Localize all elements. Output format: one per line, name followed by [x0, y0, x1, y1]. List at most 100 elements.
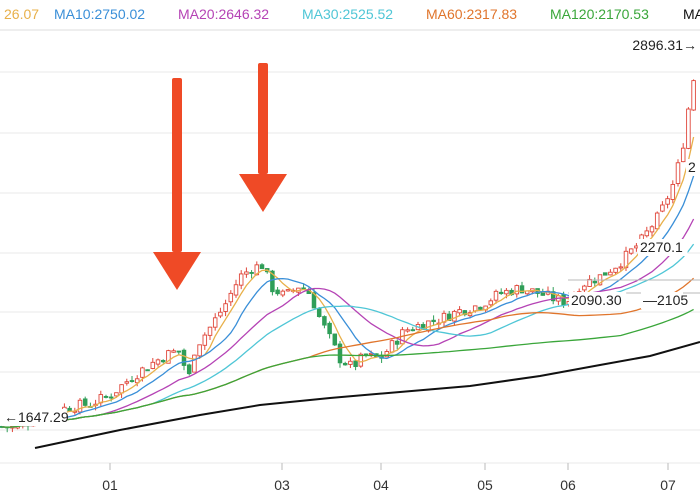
candle-body	[327, 322, 332, 335]
x-tick-label: 06	[560, 477, 576, 493]
price-label-partial-bg	[686, 159, 698, 176]
candle-body	[691, 80, 696, 111]
candle-body	[587, 278, 592, 287]
candle-body	[618, 266, 624, 269]
candle-body	[353, 360, 358, 368]
arrow-head	[153, 252, 201, 290]
ma120-line	[1, 308, 694, 428]
candle-body	[348, 360, 353, 365]
candle-body	[665, 198, 670, 205]
candle-body	[103, 396, 109, 398]
candle-body	[155, 359, 161, 365]
price-label-2105-bg	[641, 292, 683, 309]
long-term-ma-line	[34, 341, 700, 449]
candle-body	[686, 108, 691, 149]
candle-body	[675, 162, 681, 184]
price-label-2090: 2090.30	[571, 292, 622, 308]
candle-body	[119, 384, 124, 394]
price-label-partial: 2	[688, 159, 696, 175]
candle-body	[337, 343, 343, 364]
candle-body	[223, 303, 228, 312]
candle-body	[478, 306, 483, 310]
candle-body	[129, 380, 135, 383]
candle-body	[301, 287, 306, 290]
min-price-label: ←1647.29	[4, 409, 69, 425]
candle-body	[389, 340, 395, 353]
legend-ma10: MA10:2750.02	[54, 6, 146, 22]
candles	[0, 79, 696, 433]
legend-ma30: MA30:2525.52	[302, 6, 394, 22]
candle-body	[613, 267, 618, 273]
candle-body	[410, 329, 416, 332]
candle-body	[124, 381, 130, 384]
candle-body	[394, 340, 400, 345]
candle-body	[431, 319, 436, 323]
candle-body	[488, 300, 494, 306]
candle-body	[452, 310, 457, 322]
candle-body	[207, 326, 213, 336]
candle-body	[244, 271, 249, 275]
candle-body	[316, 308, 322, 317]
candle-body	[192, 354, 197, 373]
candle-body	[77, 399, 83, 413]
candle-body	[212, 317, 218, 328]
candle-body	[280, 290, 286, 296]
candle-body	[462, 310, 468, 316]
candle-body	[228, 292, 234, 303]
x-tick-label: 07	[660, 477, 676, 493]
candle-body	[114, 392, 119, 397]
candle-body	[358, 353, 364, 367]
x-tick-label: 04	[373, 477, 389, 493]
arrow-down-2	[239, 63, 287, 212]
candle-body	[608, 271, 613, 276]
candle-body	[145, 369, 150, 372]
x-tick-label: 05	[477, 477, 493, 493]
arrow-head	[239, 174, 287, 212]
candle-body	[311, 292, 317, 309]
candle-body	[82, 398, 88, 406]
candle-body	[171, 350, 176, 353]
candle-body	[238, 273, 244, 286]
candle-body	[285, 289, 291, 292]
candle-body	[592, 280, 598, 284]
candle-body	[550, 291, 556, 302]
candle-body	[602, 272, 608, 276]
candle-body	[249, 272, 254, 274]
candle-body	[166, 350, 171, 364]
candle-body	[233, 284, 239, 296]
candle-body	[342, 362, 348, 366]
min-price-label-bg	[2, 409, 67, 426]
candle-body	[134, 378, 140, 384]
candle-body	[498, 291, 504, 295]
legend-ma120: MA120:2170.53	[550, 6, 649, 22]
arrow-down-1	[153, 78, 201, 290]
candle-body	[332, 333, 338, 346]
max-price-label: 2896.31→	[632, 37, 697, 53]
candle-body	[680, 147, 686, 163]
arrow-shaft	[172, 78, 182, 252]
candle-body	[218, 311, 223, 317]
candle-body	[405, 329, 410, 332]
candle-body	[514, 285, 520, 295]
x-tick-label: 03	[274, 477, 290, 493]
candle-body	[140, 367, 145, 378]
candle-body	[202, 334, 208, 346]
legend-ma250: MA	[683, 6, 700, 22]
candle-body	[176, 350, 182, 353]
legend-ma5: 26.07	[4, 6, 40, 22]
price-label-2270: 2270.1	[640, 239, 683, 255]
legend-ma20: MA20:2646.32	[178, 6, 270, 22]
ma30-line	[1, 243, 695, 428]
candle-body	[275, 289, 280, 295]
candle-body	[270, 270, 275, 293]
candle-body	[457, 309, 462, 314]
candle-body	[540, 292, 546, 296]
candle-body	[649, 226, 655, 233]
candle-body	[181, 349, 187, 366]
price-label-2105: —2105	[643, 292, 688, 308]
candle-body	[519, 285, 525, 294]
candle-body	[322, 316, 327, 326]
candle-body	[654, 212, 660, 230]
price-label-2270-bg	[638, 239, 688, 256]
